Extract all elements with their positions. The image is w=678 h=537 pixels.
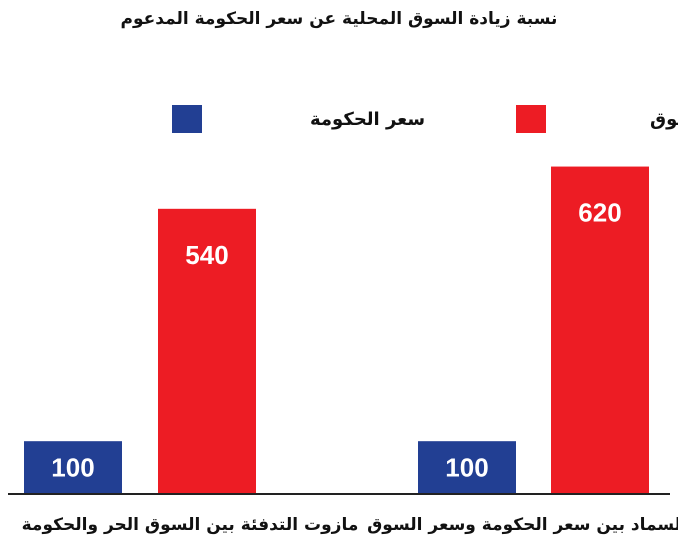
bar-value-label-market-1: 620 bbox=[578, 198, 621, 228]
category-label-1: السماد بين سعر الحكومة وسعر السوق bbox=[367, 515, 678, 535]
bar-value-label-government-1: 100 bbox=[445, 453, 488, 483]
bar-government-1 bbox=[418, 441, 516, 494]
legend-label-market: سعر السوق bbox=[650, 109, 678, 130]
legend-label-government: سعر الحكومة bbox=[310, 109, 425, 130]
legend: سعر الحكومة سعر السوق bbox=[172, 105, 678, 133]
bar-value-labels: 100 540 100 620 bbox=[51, 198, 621, 483]
category-labels: مازوت التدفئة بين السوق الحر والحكومة الس… bbox=[22, 515, 678, 535]
bar-value-label-government-0: 100 bbox=[51, 453, 94, 483]
bar-value-label-market-0: 540 bbox=[185, 240, 228, 270]
bar-market-0 bbox=[158, 208, 256, 494]
bar-government-0 bbox=[24, 441, 122, 494]
category-label-0: مازوت التدفئة بين السوق الحر والحكومة bbox=[22, 515, 359, 535]
chart-title: نسبة زيادة السوق المحلية عن سعر الحكومة … bbox=[121, 9, 558, 29]
bar-market-1 bbox=[551, 166, 649, 494]
bars bbox=[24, 166, 649, 494]
legend-swatch-market bbox=[516, 105, 546, 133]
legend-swatch-government bbox=[172, 105, 202, 133]
